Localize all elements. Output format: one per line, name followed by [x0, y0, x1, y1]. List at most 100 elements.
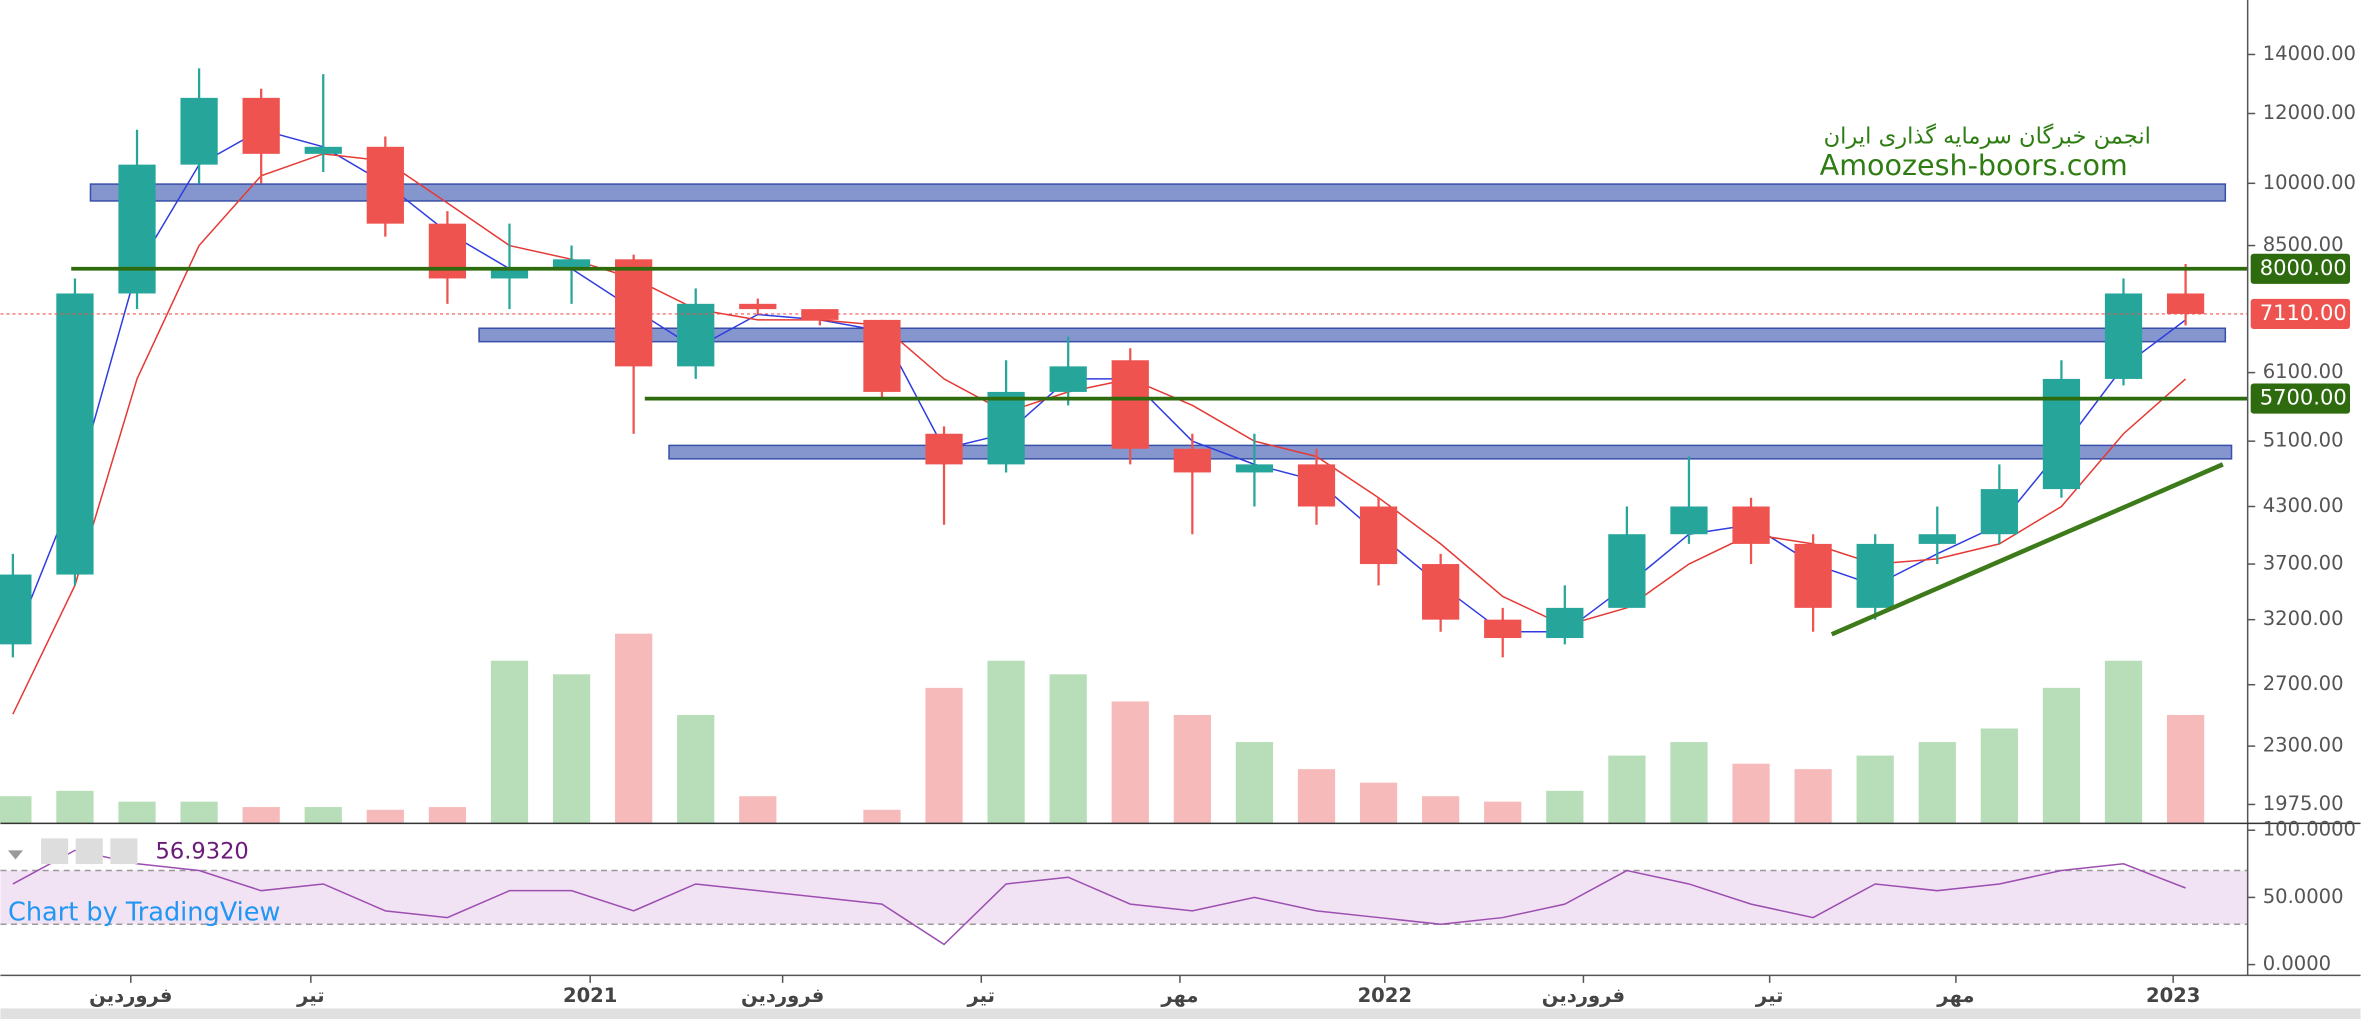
volume-bar — [1422, 796, 1460, 824]
volume-bar — [925, 687, 963, 824]
volume-bar — [615, 633, 653, 824]
volume-bar — [2104, 660, 2143, 824]
volume-bar — [552, 674, 591, 824]
candle-body — [2104, 293, 2143, 379]
candle-body — [118, 164, 156, 294]
volume-bar — [1484, 801, 1522, 824]
volume-bar — [1111, 701, 1149, 824]
x-tick-label: فروردین — [1542, 984, 1625, 1007]
price-badge — [2250, 253, 2351, 284]
volume-bar — [1794, 769, 1832, 824]
volume-bar — [1980, 728, 2018, 824]
candle-body — [1856, 543, 1894, 608]
x-tick-label: 2022 — [1358, 984, 1412, 1007]
watermark-url: Amoozesh-boors.com — [1820, 148, 2128, 182]
volume-bar — [1732, 763, 1770, 824]
candle-body — [304, 146, 342, 154]
volume-bar — [2166, 714, 2205, 824]
x-tick-label: فروردین — [89, 984, 172, 1007]
settings-button[interactable] — [75, 838, 103, 864]
y-tick-label: 2300.00 — [2263, 734, 2344, 757]
price-badge — [2250, 383, 2351, 414]
y-tick-label: 5100.00 — [2263, 429, 2344, 452]
x-tick-label: تیر — [1755, 984, 1783, 1007]
volume-bar — [739, 796, 777, 824]
y-tick-label: 1975.00 — [2263, 792, 2344, 815]
volume-bar — [56, 790, 94, 824]
candle-body — [2166, 293, 2205, 314]
candle-body — [242, 97, 280, 154]
candle-body — [1980, 489, 2018, 535]
zone — [478, 327, 2227, 343]
y-tick-label: 3200.00 — [2263, 607, 2344, 630]
plot-area — [0, 68, 2248, 946]
volume-bar — [366, 809, 404, 824]
x-tick-label: مهر — [1160, 984, 1198, 1007]
volume-bar — [1670, 742, 1708, 824]
candle-body — [1608, 534, 1646, 608]
candle-body — [490, 268, 529, 279]
candle-body — [677, 303, 715, 367]
volume-bar — [1608, 755, 1646, 824]
candle-body — [615, 259, 653, 367]
x-tick-label: 2021 — [563, 984, 617, 1007]
candle-body — [1297, 464, 1336, 507]
price-badge-label: 7110.00 — [2260, 300, 2347, 325]
candle-body — [1484, 619, 1522, 639]
rsi-controls — [7, 838, 138, 864]
candle-body — [1359, 506, 1398, 565]
zone — [668, 444, 2233, 460]
x-tick-label: 2023 — [2146, 984, 2200, 1007]
volume-bar — [428, 807, 467, 824]
credit[interactable]: Chart by TradingView — [8, 898, 280, 928]
candle-body — [739, 303, 777, 310]
volume-bar — [0, 796, 32, 824]
candle-body — [2042, 378, 2081, 490]
volume-bar — [1918, 742, 1956, 824]
collapse-icon[interactable] — [7, 850, 24, 860]
candle-body — [1111, 360, 1149, 449]
candle-body — [0, 574, 32, 645]
price-badge — [2250, 298, 2351, 329]
volume-bar — [242, 807, 280, 824]
rsi-tick-label: 100.0000 — [2263, 818, 2356, 841]
candle-body — [1732, 506, 1770, 544]
rsi-band — [0, 870, 2248, 925]
x-tick-label: مهر — [1936, 984, 1974, 1007]
y-tick-label: 12000.00 — [2263, 101, 2356, 124]
y-tick-label: 4300.00 — [2263, 494, 2344, 517]
volume-bar — [1856, 755, 1894, 824]
volume-bar — [863, 809, 901, 824]
close-button[interactable] — [110, 838, 138, 864]
candle-body — [863, 319, 901, 392]
candle-body — [925, 433, 963, 465]
y-tick-label: 14000.00 — [2263, 42, 2356, 65]
x-tick-label: تیر — [296, 984, 324, 1007]
volume-bar — [304, 807, 342, 824]
candle-body — [1670, 506, 1708, 535]
x-tick-label: فروردین — [741, 984, 824, 1007]
candle-body — [1794, 543, 1832, 608]
candle-body — [1173, 448, 1211, 473]
eye-button[interactable] — [41, 838, 69, 864]
volume-bar — [490, 660, 529, 824]
candle-body — [1235, 464, 1274, 473]
price-badge-label: 8000.00 — [2260, 255, 2347, 280]
bottom-bar — [0, 1008, 2361, 1019]
zone — [89, 183, 2227, 202]
price-badge-label: 5700.00 — [2260, 385, 2347, 410]
watermark: انجمن خبرگان سرمایه گذاری ایران — [1824, 122, 2151, 149]
y-tick-label: 6100.00 — [2263, 360, 2344, 383]
volume-bar — [1546, 790, 1584, 824]
volume-bar — [1235, 742, 1274, 824]
trend-line — [1830, 462, 2224, 637]
rsi-value: 56.9320 — [155, 838, 248, 864]
volume-bar — [1359, 782, 1398, 824]
volume-bar — [1049, 674, 1087, 824]
rsi-tick-label: 0.0000 — [2263, 952, 2331, 975]
candle-body — [1918, 534, 1956, 544]
volume-bar — [118, 801, 156, 824]
candle-body — [1546, 607, 1584, 639]
rsi-tick-label: 50.0000 — [2263, 885, 2344, 908]
